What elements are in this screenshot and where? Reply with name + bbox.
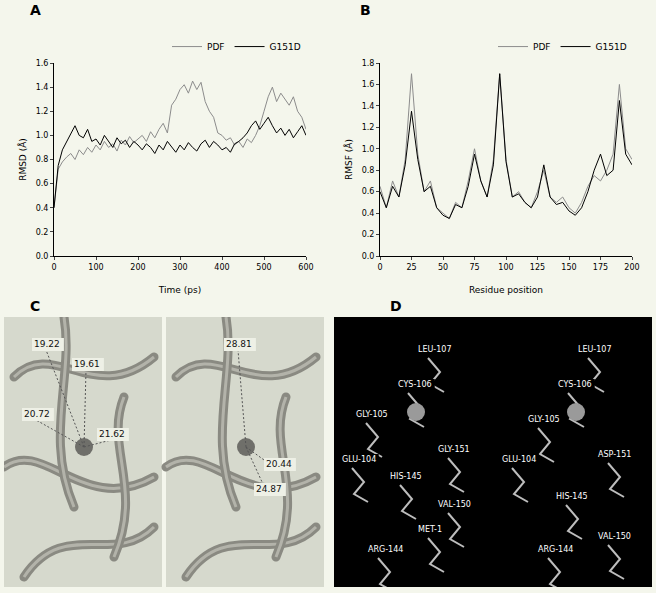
svg-text:400: 400	[214, 263, 229, 272]
svg-text:ARG-144: ARG-144	[538, 545, 573, 554]
svg-text:200: 200	[624, 263, 639, 272]
svg-text:1.4: 1.4	[36, 83, 49, 92]
svg-text:VAL-150: VAL-150	[598, 532, 631, 541]
svg-text:1.0: 1.0	[36, 131, 49, 140]
svg-text:GLU-104: GLU-104	[342, 455, 376, 464]
svg-text:G151D: G151D	[270, 42, 301, 52]
svg-text:0.2: 0.2	[362, 230, 375, 239]
svg-text:GLY-151: GLY-151	[438, 445, 470, 454]
svg-text:200: 200	[130, 263, 145, 272]
svg-text:28.81: 28.81	[226, 339, 252, 349]
html-text:C: C	[30, 298, 41, 314]
svg-text:1.2: 1.2	[362, 123, 375, 132]
svg-text:0.8: 0.8	[36, 155, 49, 164]
svg-text:LEU-107: LEU-107	[418, 345, 452, 354]
svg-text:0.0: 0.0	[36, 252, 49, 261]
svg-text:175: 175	[593, 263, 608, 272]
svg-text:0: 0	[377, 263, 382, 272]
svg-text:GLU-104: GLU-104	[502, 455, 536, 464]
svg-text:PDF: PDF	[533, 42, 551, 52]
svg-text:1.0: 1.0	[362, 145, 375, 154]
html-text:D: D	[390, 298, 402, 314]
svg-text:20.44: 20.44	[266, 459, 292, 469]
svg-text:24.87: 24.87	[256, 484, 282, 494]
svg-text:HIS-145: HIS-145	[390, 472, 422, 481]
svg-text:100: 100	[88, 263, 103, 272]
svg-text:0: 0	[51, 263, 56, 272]
svg-text:21.62: 21.62	[99, 429, 125, 439]
svg-text:Residue position: Residue position	[469, 285, 543, 295]
svg-text:G151D: G151D	[596, 42, 627, 52]
svg-text:LEU-107: LEU-107	[578, 345, 612, 354]
svg-text:19.22: 19.22	[34, 339, 60, 349]
svg-text:1.8: 1.8	[362, 59, 375, 68]
svg-text:125: 125	[530, 263, 545, 272]
svg-text:ARG-144: ARG-144	[368, 545, 403, 554]
svg-text:20.72: 20.72	[24, 409, 50, 419]
svg-text:0.6: 0.6	[362, 187, 375, 196]
svg-text:ASP-151: ASP-151	[598, 450, 631, 459]
svg-text:RMSF (Å): RMSF (Å)	[343, 139, 354, 180]
svg-text:0.6: 0.6	[36, 179, 49, 188]
html-text:B: B	[360, 2, 371, 18]
svg-text:600: 600	[298, 263, 313, 272]
svg-text:0.4: 0.4	[36, 204, 49, 213]
svg-text:300: 300	[172, 263, 187, 272]
svg-text:CYS-106: CYS-106	[398, 380, 432, 389]
svg-text:GLY-105: GLY-105	[528, 415, 560, 424]
svg-text:19.61: 19.61	[74, 359, 100, 369]
svg-text:RMSD (Å): RMSD (Å)	[17, 138, 28, 181]
svg-text:0.2: 0.2	[36, 228, 49, 237]
html-text:A: A	[30, 2, 41, 18]
svg-text:Time (ps): Time (ps)	[158, 285, 201, 295]
svg-text:MET-1: MET-1	[418, 525, 442, 534]
svg-text:0.0: 0.0	[362, 252, 375, 261]
svg-text:VAL-150: VAL-150	[438, 500, 471, 509]
svg-text:1.6: 1.6	[36, 59, 49, 68]
svg-text:0.4: 0.4	[362, 209, 375, 218]
svg-text:1.6: 1.6	[362, 80, 375, 89]
svg-text:PDF: PDF	[207, 42, 225, 52]
svg-text:100: 100	[498, 263, 513, 272]
svg-text:0.8: 0.8	[362, 166, 375, 175]
svg-text:GLY-105: GLY-105	[356, 410, 388, 419]
svg-text:HIS-145: HIS-145	[556, 492, 588, 501]
svg-text:CYS-106: CYS-106	[558, 380, 592, 389]
svg-text:75: 75	[469, 263, 479, 272]
svg-text:150: 150	[561, 263, 576, 272]
svg-text:25: 25	[406, 263, 416, 272]
svg-text:1.2: 1.2	[36, 107, 49, 116]
svg-text:1.4: 1.4	[362, 102, 375, 111]
svg-text:500: 500	[256, 263, 271, 272]
svg-text:50: 50	[438, 263, 448, 272]
